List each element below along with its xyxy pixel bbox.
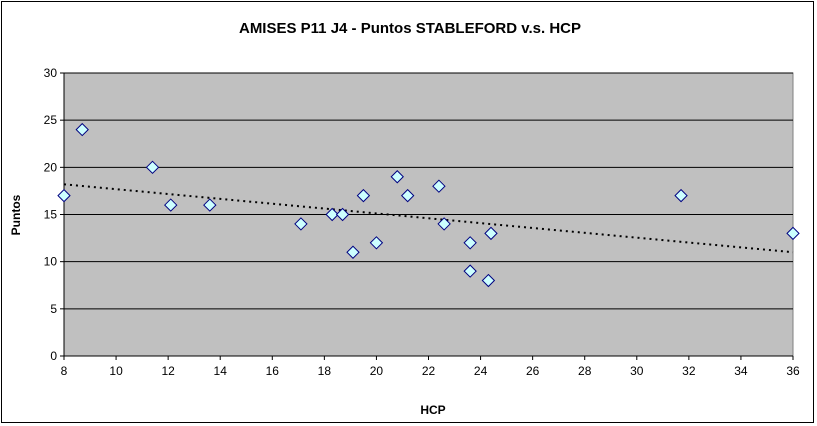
x-tick-label: 28 xyxy=(578,364,592,378)
data-point xyxy=(432,179,446,193)
data-points xyxy=(57,122,800,288)
data-point xyxy=(356,188,371,203)
gridlines xyxy=(64,72,793,310)
y-tick-label: 20 xyxy=(44,160,58,174)
x-tick-label: 30 xyxy=(630,364,644,378)
data-point xyxy=(484,226,498,241)
x-tick-label: 32 xyxy=(682,364,696,378)
x-tick-label: 12 xyxy=(161,364,175,378)
data-point xyxy=(437,217,451,231)
data-point xyxy=(164,198,178,212)
x-tick-label: 10 xyxy=(109,364,123,378)
data-point xyxy=(346,245,360,259)
x-tick-label: 16 xyxy=(266,364,280,378)
x-tick-label: 18 xyxy=(318,364,332,378)
data-point xyxy=(203,198,217,212)
y-tick-label: 0 xyxy=(50,349,57,363)
data-point xyxy=(294,217,308,231)
data-point xyxy=(786,226,800,241)
data-point xyxy=(481,273,496,288)
x-axis-label: HCP xyxy=(420,403,445,417)
trendline-layer xyxy=(63,183,794,254)
y-tick-label: 25 xyxy=(44,113,58,127)
y-axis-label: Puntos xyxy=(9,194,23,235)
x-tick-label: 8 xyxy=(61,364,68,378)
y-tick-label: 30 xyxy=(44,66,58,80)
x-tick-label: 36 xyxy=(786,364,800,378)
y-tick-label: 15 xyxy=(44,208,58,222)
chart-title: AMISES P11 J4 - Puntos STABLEFORD v.s. H… xyxy=(239,20,581,37)
data-point xyxy=(75,122,89,137)
data-point xyxy=(369,236,384,250)
axes: 0 5 10 15 20 25 30 8 10 12 14 16 18 20 22 24 26 28 30 32 34 3… xyxy=(44,66,800,378)
data-point xyxy=(335,207,350,222)
x-tick-label: 22 xyxy=(422,364,436,378)
data-point xyxy=(400,188,415,203)
data-point xyxy=(463,236,477,250)
data-point xyxy=(57,188,71,203)
x-tick-label: 26 xyxy=(526,364,540,378)
y-tick-label: 10 xyxy=(44,255,58,269)
data-point xyxy=(463,264,477,278)
y-tick-label: 5 xyxy=(50,302,57,316)
data-point xyxy=(325,207,339,222)
data-point xyxy=(145,160,160,175)
x-tick-label: 34 xyxy=(734,364,748,378)
data-point xyxy=(390,170,404,184)
data-point xyxy=(674,188,688,203)
x-tick-label: 20 xyxy=(370,364,384,378)
x-tick-label: 24 xyxy=(474,364,488,378)
x-tick-label: 14 xyxy=(214,364,228,378)
trendline xyxy=(63,183,794,254)
